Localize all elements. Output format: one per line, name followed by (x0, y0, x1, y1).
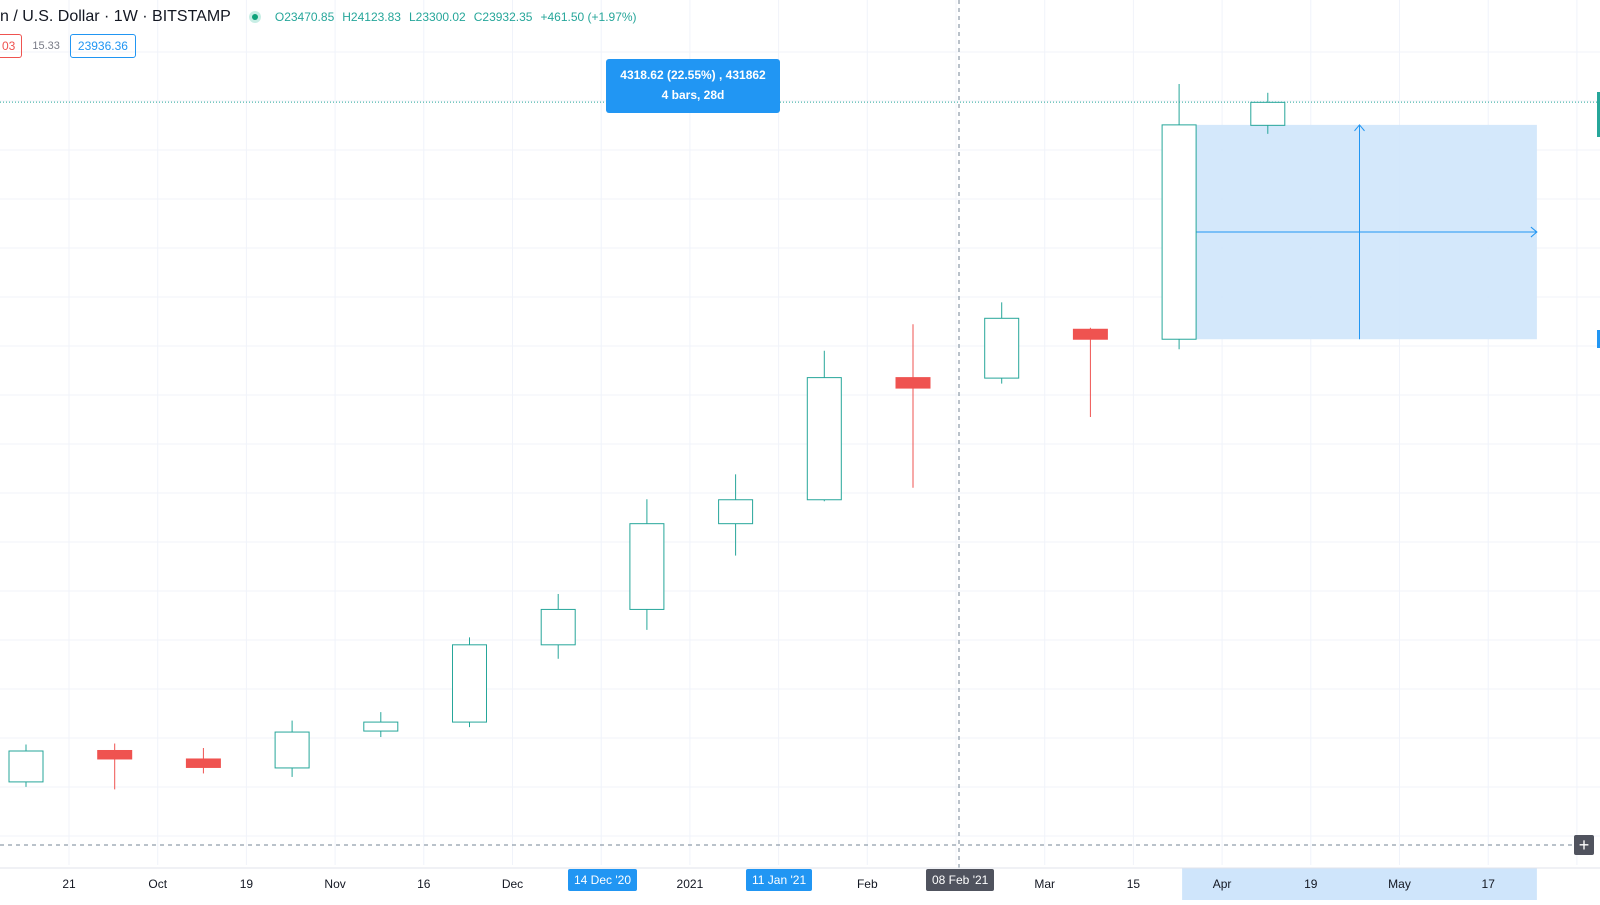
buy-button[interactable]: 23936.36 (69, 34, 136, 58)
candle (895, 324, 931, 488)
candle-body (895, 377, 931, 389)
candle-body (274, 731, 310, 769)
time-axis-label: Apr (1213, 877, 1232, 891)
ohlc-high: H24123.83 (342, 10, 401, 24)
ohlc-close: C23932.35 (473, 10, 533, 24)
ohlc-low: L23300.02 (408, 10, 466, 24)
market-status-icon[interactable] (248, 11, 261, 23)
candle (363, 712, 399, 738)
measure-info-label: 4318.62 (22.55%) , 431862 4 bars, 28d (606, 59, 780, 113)
time-axis-label: 15 (1127, 877, 1141, 891)
candle (629, 499, 665, 630)
time-axis-label: Mar (1034, 877, 1055, 891)
sell-button[interactable]: 03 (0, 34, 23, 58)
measure-tool (1182, 124, 1538, 900)
add-plus-icon[interactable]: + (1574, 835, 1594, 855)
candle-body (185, 758, 221, 768)
time-axis-label: Oct (148, 877, 167, 891)
price-scale-marker-green (1597, 92, 1600, 137)
time-axis-label: 21 (62, 877, 76, 891)
candle-body (718, 499, 754, 525)
spread-value: 15.33 (32, 40, 60, 52)
time-axis-label: 16 (417, 877, 431, 891)
candle (984, 302, 1020, 384)
candle-body (629, 523, 665, 610)
candle-body (1072, 328, 1108, 340)
candle-body (97, 749, 133, 760)
measure-start-date-tag: 14 Dec '20 (568, 869, 637, 891)
ohlc-change: +461.50 (+1.97%) (540, 10, 637, 24)
candle (274, 720, 310, 777)
price-scale-marker-blue (1597, 330, 1600, 348)
time-axis-label: Feb (857, 877, 878, 891)
candle-body (8, 750, 44, 783)
symbol-title[interactable]: n / U.S. Dollar · 1W · BITSTAMP (0, 8, 231, 25)
time-axis-label: Nov (324, 877, 345, 891)
candle (540, 593, 576, 659)
candle (1250, 92, 1286, 134)
crosshair (0, 0, 1600, 869)
candle-body (1161, 124, 1197, 340)
time-axis-label: 19 (1304, 877, 1318, 891)
candle-body (363, 721, 399, 732)
candle-body (806, 377, 842, 501)
candle (97, 743, 133, 790)
candle (185, 748, 221, 774)
time-axis-label: 19 (240, 877, 254, 891)
candle (8, 744, 44, 787)
candle-body (1250, 101, 1286, 126)
candle (1161, 84, 1197, 350)
trade-buttons: 03 15.33 23936.36 (0, 33, 136, 59)
candle (718, 474, 754, 556)
measure-price-change: 4318.62 (22.55%) , 431862 (620, 68, 766, 82)
measure-axis-highlight (1182, 868, 1537, 900)
candle-body (540, 608, 576, 646)
ohlc-open: O23470.85 (274, 10, 335, 24)
measure-arrow-up (1354, 124, 1365, 132)
measure-arrow-right (1530, 226, 1538, 238)
candle-body (984, 317, 1020, 379)
candle (452, 637, 487, 728)
measure-end-date-tag: 11 Jan '21 (746, 869, 813, 891)
candles (8, 84, 1286, 790)
candle-body (452, 644, 487, 723)
time-axis-label: May (1388, 877, 1411, 891)
candle (806, 350, 842, 502)
time-axis-label: 17 (1482, 877, 1496, 891)
time-axis-label: Dec (502, 877, 523, 891)
crosshair-date-tag: 08 Feb '21 (926, 869, 995, 891)
legend-header: n / U.S. Dollar · 1W · BITSTAMP O23470.8… (0, 6, 645, 28)
candle (1072, 327, 1108, 417)
measure-bars-duration: 4 bars, 28d (661, 88, 725, 102)
time-axis-label: 2021 (677, 877, 704, 891)
